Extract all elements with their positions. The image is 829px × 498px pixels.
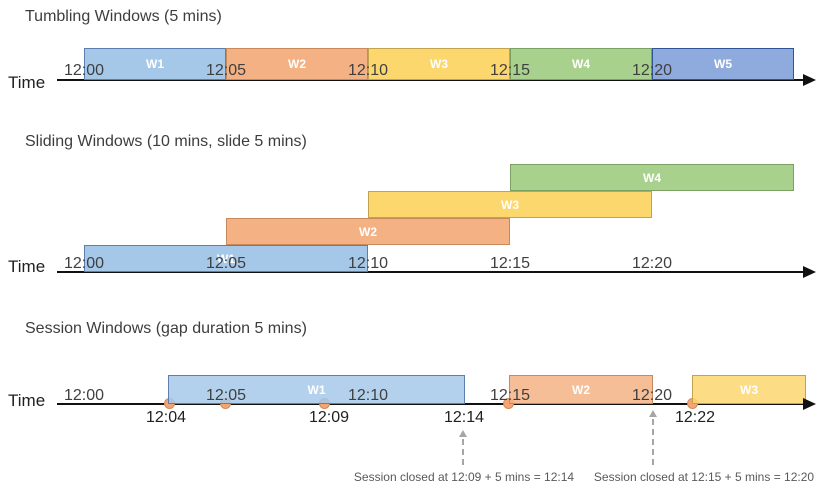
window-bar-w3: W3	[368, 191, 652, 218]
event-time-label: 12:14	[443, 409, 485, 426]
axis-arrowhead-icon	[803, 74, 816, 86]
event-time-label: 12:09	[308, 409, 350, 426]
window-label: W2	[572, 382, 590, 397]
sliding-section-title: Sliding Windows (10 mins, slide 5 mins)	[25, 133, 307, 150]
window-bar-w4: W4	[510, 164, 794, 191]
tick-label: 12:20	[631, 255, 673, 272]
window-label: W3	[430, 57, 448, 71]
window-bar-w1: W1	[84, 245, 368, 272]
tick-label: 12:10	[347, 387, 389, 404]
axis-arrowhead-icon	[803, 266, 816, 278]
tick-label: 12:15	[489, 62, 531, 79]
window-bar-w4: W4	[510, 48, 652, 80]
session-annotation: Session closed at 12:15 + 5 mins = 12:20	[593, 470, 815, 484]
tick-label: 12:10	[347, 255, 389, 272]
tick-label: 12:00	[63, 387, 105, 404]
dashed-arrow-up-icon	[649, 410, 657, 417]
tumbling-section-title: Tumbling Windows (5 mins)	[25, 8, 222, 25]
tick-label: 12:10	[347, 62, 389, 79]
event-time-label: 12:22	[674, 409, 716, 426]
tick-label: 12:20	[631, 62, 673, 79]
window-label: W3	[740, 382, 758, 397]
timeline-axis	[57, 403, 805, 405]
window-label: W4	[643, 170, 661, 185]
tick-label: 12:05	[205, 62, 247, 79]
dashed-arrow-shaft	[462, 439, 464, 465]
tick-label: 12:05	[205, 387, 247, 404]
timeline-axis	[57, 79, 805, 81]
window-bar-w2: W2	[509, 375, 653, 404]
window-label: W1	[217, 251, 235, 266]
window-bar-w1: W1	[168, 375, 465, 404]
window-bar-w3: W3	[692, 375, 806, 404]
tick-label: 12:00	[63, 62, 105, 79]
window-bar-w2: W2	[226, 218, 510, 245]
session-annotation: Session closed at 12:09 + 5 mins = 12:14	[353, 470, 575, 484]
tick-label: 12:20	[631, 387, 673, 404]
dashed-arrow-up-icon	[459, 430, 467, 437]
timeline-axis	[57, 271, 805, 273]
window-bar-w3: W3	[368, 48, 510, 80]
window-label: W2	[359, 224, 377, 239]
window-label: W4	[572, 57, 590, 71]
time-axis-label: Time	[8, 391, 46, 410]
time-axis-label: Time	[8, 73, 46, 92]
time-axis-label: Time	[8, 257, 46, 276]
dashed-arrow-shaft	[652, 419, 654, 465]
window-label: W2	[288, 57, 306, 71]
window-bar-w1: W1	[84, 48, 226, 80]
tick-label: 12:05	[205, 255, 247, 272]
window-bar-w2: W2	[226, 48, 368, 80]
session-section-title: Session Windows (gap duration 5 mins)	[25, 320, 307, 337]
window-label: W3	[501, 197, 519, 212]
tick-label: 12:00	[63, 255, 105, 272]
window-bar-w5: W5	[652, 48, 794, 80]
window-label: W5	[714, 57, 732, 71]
event-time-label: 12:04	[145, 409, 187, 426]
window-label: W1	[307, 382, 326, 397]
tick-label: 12:15	[489, 255, 531, 272]
tick-label: 12:15	[489, 387, 531, 404]
axis-arrowhead-icon	[803, 398, 816, 410]
window-label: W1	[146, 57, 164, 71]
